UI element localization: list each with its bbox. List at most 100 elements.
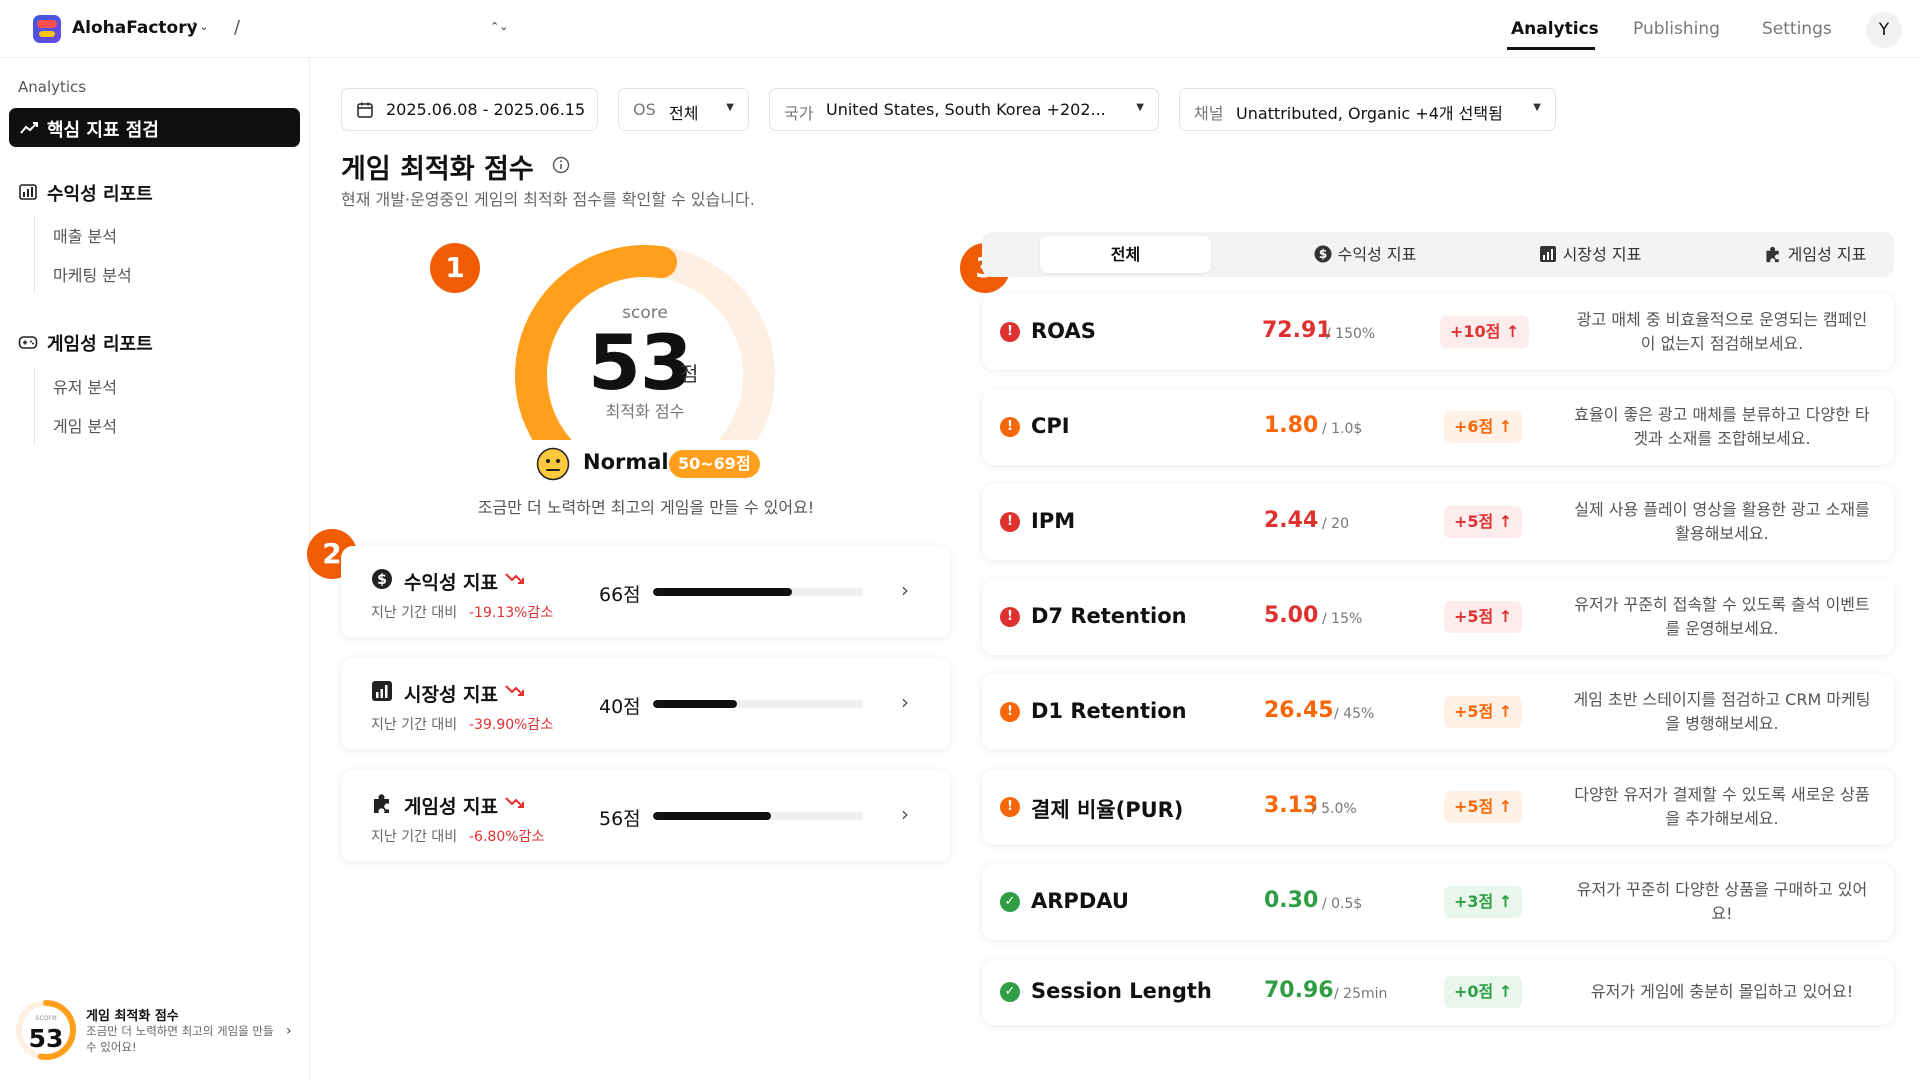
status-indicator-icon: ! <box>1000 512 1020 532</box>
trend-line-icon <box>20 122 38 134</box>
metric-row-pur[interactable]: ! 결제 비율(PUR) 3.13 / 5.0% +5점 ↑ 다양한 유저가 결… <box>982 769 1894 845</box>
info-icon[interactable] <box>552 156 570 174</box>
nav-tab-publishing[interactable]: Publishing <box>1633 19 1720 39</box>
nav-tab-settings[interactable]: Settings <box>1762 19 1832 39</box>
channel-filter-dropdown[interactable]: 채널 Unattributed, Organic +4개 선택됨 ▼ <box>1179 88 1556 131</box>
bar-chart-icon <box>1539 246 1556 262</box>
category-score-bar <box>653 588 863 596</box>
gauge-score-unit: 점 <box>680 362 699 386</box>
status-indicator-icon: ! <box>1000 702 1020 722</box>
metric-row-roas[interactable]: ! ROAS 72.91 / 150% +10점 ↑ 광고 매체 중 비효율적으… <box>982 294 1894 370</box>
metric-name: CPI <box>1031 414 1070 438</box>
category-score-fill <box>653 700 737 708</box>
chevron-right-icon: › <box>901 578 909 602</box>
category-card-gameplay[interactable]: 게임성 지표 지난 기간 대비 -6.80%감소 56점 › <box>341 770 950 862</box>
country-filter-dropdown[interactable]: 국가 United States, South Korea +202... ▼ <box>769 88 1159 131</box>
sidebar: Analytics 핵심 지표 점검 수익성 리포트 매출 분석 마케팅 분석 … <box>0 58 310 1080</box>
category-card-marketability[interactable]: 시장성 지표 지난 기간 대비 -39.90%감소 40점 › <box>341 658 950 750</box>
metric-tip: 효율이 좋은 광고 매체를 분류하고 다양한 타겟과 소재를 조합해보세요. <box>1574 405 1870 448</box>
metric-name: ARPDAU <box>1031 889 1129 913</box>
category-card-profitability[interactable]: $ 수익성 지표 지난 기간 대비 -19.13%감소 66점 › <box>341 546 950 638</box>
nav-tab-analytics[interactable]: Analytics <box>1511 19 1599 39</box>
puzzle-icon <box>374 794 389 813</box>
chevron-right-icon: › <box>901 690 909 714</box>
sidebar-item-revenue-analysis[interactable]: 매출 분석 <box>53 227 117 246</box>
category-score: 56점 <box>599 808 641 830</box>
trend-down-icon <box>505 573 524 584</box>
tab-label: 전체 <box>1110 245 1141 264</box>
channel-filter-value: Unattributed, Organic +4개 선택됨 <box>1236 104 1503 123</box>
mini-score-value: 53 <box>28 1024 64 1053</box>
country-filter-label: 국가 <box>784 104 814 123</box>
status-indicator-icon: ! <box>1000 607 1020 627</box>
tab-profitability[interactable]: $ 수익성 지표 <box>1260 236 1470 273</box>
mini-score-label: score <box>35 1013 57 1022</box>
metric-target: / 0.5$ <box>1322 896 1363 912</box>
category-name: 수익성 지표 <box>404 572 499 594</box>
tab-all[interactable]: 전체 <box>1040 236 1211 273</box>
svg-text:$: $ <box>377 572 387 588</box>
category-change: -19.13%감소 <box>469 605 554 621</box>
sidebar-item-game-analysis[interactable]: 게임 분석 <box>53 417 117 436</box>
sidebar-item-user-analysis[interactable]: 유저 분석 <box>53 378 117 397</box>
dollar-icon: $ <box>1314 245 1332 263</box>
metric-score-gain: +3점 ↑ <box>1444 886 1523 918</box>
os-filter-dropdown[interactable]: OS 전체 ▼ <box>618 88 749 131</box>
metric-row-d7-retention[interactable]: ! D7 Retention 5.00 / 15% +5점 ↑ 유저가 꾸준히 … <box>982 579 1894 655</box>
category-score-fill <box>653 588 792 596</box>
metric-target: / 15% <box>1322 611 1363 627</box>
metric-name: Session Length <box>1031 979 1212 1003</box>
date-range-picker[interactable]: 2025.06.08 - 2025.06.15 <box>341 88 598 131</box>
metric-row-session-length[interactable]: ✓ Session Length 70.96 / 25min +0점 ↑ 유저가… <box>982 959 1894 1025</box>
metric-tip: 게임 초반 스테이지를 점검하고 CRM 마케팅을 병행해보세요. <box>1573 690 1871 733</box>
metric-row-d1-retention[interactable]: ! D1 Retention 26.45 / 45% +5점 ↑ 게임 초반 스… <box>982 674 1894 750</box>
chevron-right-icon: › <box>286 1023 292 1039</box>
date-range-value: 2025.06.08 - 2025.06.15 <box>386 100 586 119</box>
category-score: 66점 <box>599 584 641 606</box>
metric-value: 5.00 <box>1264 603 1319 628</box>
gauge-score-value: 53 <box>588 318 693 407</box>
gauge-score-label: score <box>622 303 668 323</box>
metric-score-gain: +5점 ↑ <box>1444 791 1523 823</box>
project-switcher-chevron-icon[interactable]: ⌃⌄ <box>490 20 509 33</box>
sidebar-item-core-metrics[interactable]: 핵심 지표 점검 <box>9 108 300 147</box>
metric-tip: 유저가 꾸준히 접속할 수 있도록 출석 이벤트를 운영해보세요. <box>1574 595 1870 638</box>
metric-row-arpdau[interactable]: ✓ ARPDAU 0.30 / 0.5$ +3점 ↑ 유저가 꾸준히 다양한 상… <box>982 864 1894 940</box>
calendar-icon <box>357 102 373 118</box>
metric-target: / 1.0$ <box>1322 421 1363 437</box>
metric-row-cpi[interactable]: ! CPI 1.80 / 1.0$ +6점 ↑ 효율이 좋은 광고 매체를 분류… <box>982 389 1894 465</box>
gamepad-icon <box>18 336 38 349</box>
metric-score-gain: +5점 ↑ <box>1444 601 1523 633</box>
app-name[interactable]: AlohaFactory <box>72 18 198 38</box>
metric-name: IPM <box>1031 509 1076 533</box>
metric-score-gain: +0점 ↑ <box>1444 976 1523 1008</box>
app-switcher-chevron-icon[interactable]: ⌃⌄ <box>190 20 209 33</box>
sidebar-score-summary[interactable]: score 53 게임 최적화 점수 조금만 더 노력하면 최고의 게임을 만들… <box>14 998 304 1068</box>
tab-marketability[interactable]: 시장성 지표 <box>1485 236 1695 273</box>
page-title: 게임 최적화 점수 <box>341 154 534 185</box>
sidebar-item-marketing-analysis[interactable]: 마케팅 분석 <box>53 266 132 285</box>
mini-score-gauge <box>16 1000 76 1060</box>
caret-down-icon: ▼ <box>726 102 734 113</box>
metric-row-ipm[interactable]: ! IPM 2.44 / 20 +5점 ↑ 실제 사용 플레이 영상을 활용한 … <box>982 484 1894 560</box>
category-change: -39.90%감소 <box>469 717 554 733</box>
score-range-badge: 50~69점 <box>669 450 760 478</box>
metric-score-gain: +10점 ↑ <box>1440 316 1530 348</box>
status-indicator-icon: ! <box>1000 797 1020 817</box>
category-change: -6.80%감소 <box>469 829 545 845</box>
bar-chart-icon <box>19 184 37 200</box>
metric-name: D7 Retention <box>1031 604 1187 628</box>
status-indicator-icon: ! <box>1000 322 1020 342</box>
tab-label: 게임성 지표 <box>1787 245 1867 264</box>
metric-value: 3.13 <box>1264 793 1319 818</box>
metric-target: / 150% <box>1326 326 1376 342</box>
category-name: 게임성 지표 <box>404 796 499 818</box>
status-indicator-icon: ! <box>1000 417 1020 437</box>
metric-tip: 광고 매체 중 비효율적으로 운영되는 캠페인이 없는지 점검해보세요. <box>1576 310 1868 353</box>
tab-gameplay[interactable]: 게임성 지표 <box>1710 236 1920 273</box>
dollar-icon: $ <box>372 569 392 589</box>
step-badge-1: 1 <box>430 243 480 293</box>
user-avatar[interactable]: Y <box>1866 12 1902 48</box>
svg-text:$: $ <box>1318 247 1326 261</box>
app-logo[interactable] <box>33 15 61 43</box>
